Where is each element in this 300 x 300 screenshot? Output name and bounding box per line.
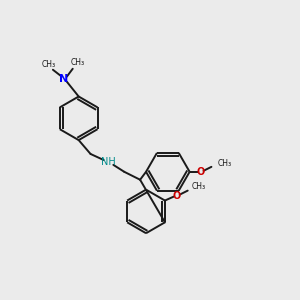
Text: CH₃: CH₃ <box>218 159 232 168</box>
Text: O: O <box>196 167 205 177</box>
Text: CH₃: CH₃ <box>192 182 206 191</box>
Text: N: N <box>59 74 68 84</box>
Text: CH₃: CH₃ <box>42 60 56 69</box>
Text: CH₃: CH₃ <box>70 58 85 67</box>
Text: NH: NH <box>101 157 116 167</box>
Text: O: O <box>173 190 181 201</box>
